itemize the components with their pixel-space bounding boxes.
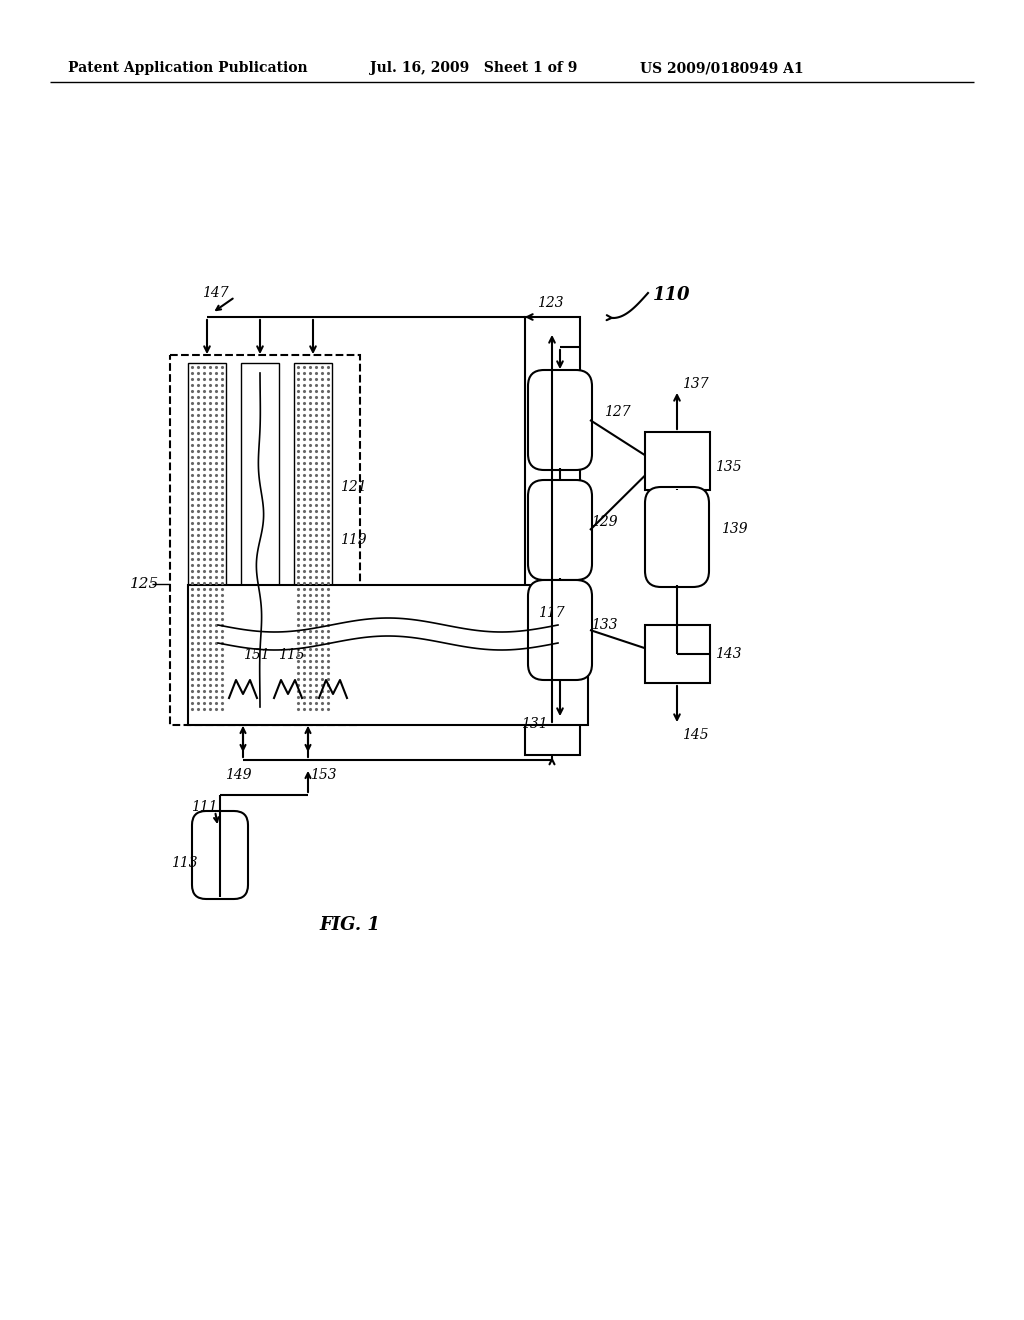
- Text: 151: 151: [243, 648, 269, 663]
- Text: 153: 153: [310, 768, 337, 781]
- FancyBboxPatch shape: [528, 480, 592, 579]
- Text: 147: 147: [202, 286, 228, 300]
- Bar: [294, 363, 332, 717]
- Text: 110: 110: [653, 286, 690, 304]
- Text: 145: 145: [682, 729, 709, 742]
- Bar: [170, 355, 360, 725]
- Text: 125: 125: [130, 577, 160, 591]
- Text: 131: 131: [521, 717, 548, 731]
- Text: 121: 121: [340, 480, 367, 494]
- FancyBboxPatch shape: [528, 370, 592, 470]
- Text: 113: 113: [171, 855, 198, 870]
- Bar: [241, 363, 279, 717]
- Bar: [188, 585, 588, 725]
- Bar: [645, 624, 710, 682]
- Bar: [188, 363, 226, 717]
- Text: Jul. 16, 2009   Sheet 1 of 9: Jul. 16, 2009 Sheet 1 of 9: [370, 61, 578, 75]
- Text: 127: 127: [604, 405, 631, 418]
- Text: Patent Application Publication: Patent Application Publication: [68, 61, 307, 75]
- Text: 139: 139: [721, 521, 748, 536]
- Text: 115: 115: [278, 648, 304, 663]
- Text: 133: 133: [591, 618, 617, 632]
- Text: 117: 117: [538, 606, 564, 620]
- FancyBboxPatch shape: [193, 810, 248, 899]
- Text: 135: 135: [715, 459, 741, 474]
- Text: FIG. 1: FIG. 1: [319, 916, 381, 935]
- Text: 111: 111: [191, 800, 218, 814]
- Text: 149: 149: [224, 768, 251, 781]
- Text: 123: 123: [537, 296, 563, 310]
- Text: 137: 137: [682, 378, 709, 391]
- Text: US 2009/0180949 A1: US 2009/0180949 A1: [640, 61, 804, 75]
- Bar: [525, 317, 580, 755]
- Bar: [645, 432, 710, 490]
- FancyBboxPatch shape: [528, 579, 592, 680]
- Text: 143: 143: [715, 647, 741, 661]
- Text: 119: 119: [340, 533, 367, 546]
- FancyBboxPatch shape: [645, 487, 709, 587]
- Text: 129: 129: [591, 515, 617, 529]
